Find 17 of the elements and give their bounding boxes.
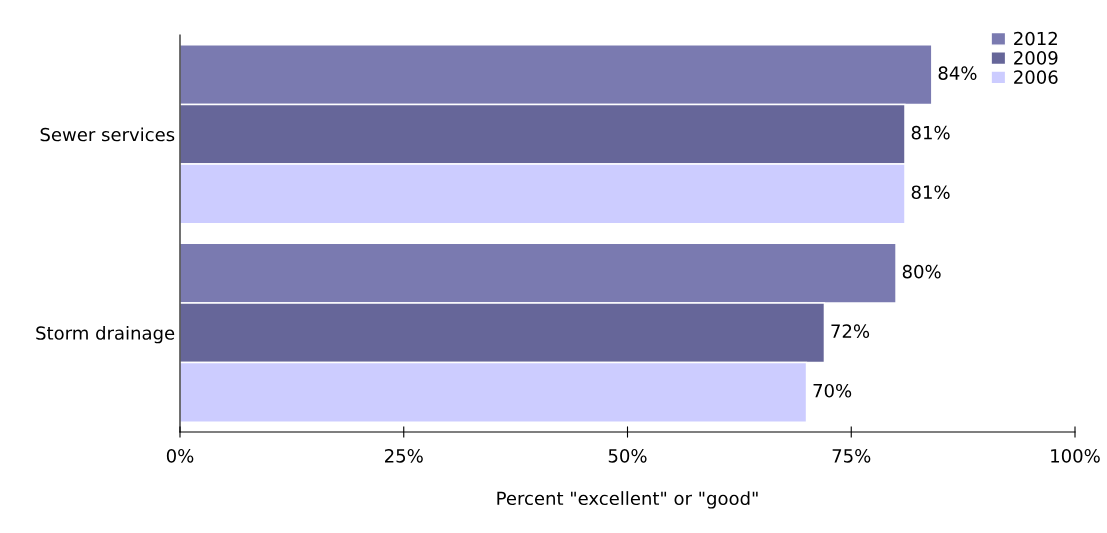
x-tick-label: 100%	[1051, 448, 1100, 463]
x-tick-label: 25%	[385, 448, 423, 463]
data-label: 72%	[831, 324, 870, 338]
data-label: 70%	[813, 383, 852, 398]
data-label: 80%	[902, 264, 941, 279]
y-tick-label: Sewer services	[40, 127, 175, 142]
legend-label: 2012	[1014, 31, 1057, 46]
data-label: 81%	[911, 185, 950, 200]
y-tick-label: Storm drainage	[36, 325, 175, 344]
x-axis-title: Percent "excellent" or "good"	[497, 491, 758, 509]
x-tick-label: 50%	[608, 448, 647, 463]
legend-label: 2006	[1014, 70, 1058, 84]
data-label: 84%	[938, 66, 977, 80]
data-label: 81%	[911, 125, 950, 140]
x-tick-label: 75%	[832, 448, 871, 463]
x-tick-label: 0%	[166, 448, 194, 463]
legend-label: 2009	[1014, 51, 1058, 65]
